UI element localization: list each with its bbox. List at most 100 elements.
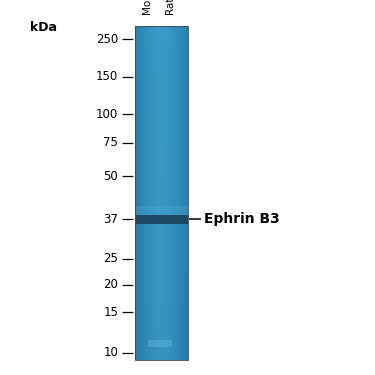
- Text: 100: 100: [96, 108, 118, 121]
- Bar: [135, 165, 188, 171]
- Text: 10: 10: [103, 346, 118, 359]
- Bar: [159, 26, 160, 360]
- Bar: [135, 327, 188, 332]
- Bar: [135, 138, 188, 143]
- Bar: [173, 26, 174, 360]
- Bar: [165, 26, 166, 360]
- Bar: [176, 26, 177, 360]
- Bar: [135, 148, 188, 154]
- Bar: [135, 344, 188, 349]
- Bar: [135, 226, 188, 232]
- Text: 25: 25: [103, 252, 118, 265]
- Bar: [135, 26, 188, 360]
- Bar: [135, 126, 188, 132]
- Bar: [135, 215, 188, 223]
- Bar: [157, 26, 158, 360]
- Bar: [137, 26, 138, 360]
- Bar: [180, 26, 181, 360]
- Bar: [135, 288, 188, 293]
- Bar: [135, 54, 188, 60]
- Bar: [178, 26, 179, 360]
- Bar: [135, 26, 188, 32]
- Bar: [177, 26, 178, 360]
- Bar: [135, 254, 188, 260]
- Bar: [135, 282, 188, 288]
- Bar: [151, 26, 152, 360]
- Bar: [135, 82, 188, 87]
- Text: 15: 15: [103, 306, 118, 318]
- Bar: [160, 26, 161, 360]
- Bar: [135, 321, 188, 327]
- Bar: [135, 299, 188, 304]
- Bar: [175, 26, 176, 360]
- Bar: [181, 26, 182, 360]
- Bar: [184, 26, 185, 360]
- Bar: [135, 182, 188, 188]
- Bar: [135, 65, 188, 71]
- Bar: [135, 349, 188, 354]
- Bar: [135, 354, 188, 360]
- Bar: [186, 26, 187, 360]
- Bar: [135, 193, 188, 199]
- Bar: [135, 315, 188, 321]
- Bar: [135, 38, 188, 43]
- Text: 150: 150: [96, 70, 118, 83]
- Bar: [135, 304, 188, 310]
- Bar: [166, 26, 167, 360]
- Bar: [135, 121, 188, 126]
- Text: Rat Brain: Rat Brain: [166, 0, 176, 15]
- Text: 50: 50: [104, 170, 118, 183]
- Bar: [148, 340, 172, 347]
- Bar: [135, 293, 188, 299]
- Bar: [135, 310, 188, 315]
- Bar: [135, 132, 188, 138]
- Bar: [135, 160, 188, 165]
- Bar: [163, 26, 164, 360]
- Bar: [135, 60, 188, 65]
- Bar: [135, 338, 188, 344]
- Text: 75: 75: [103, 136, 118, 149]
- Bar: [135, 171, 188, 177]
- Text: 20: 20: [103, 279, 118, 291]
- Bar: [154, 26, 155, 360]
- Bar: [161, 26, 162, 360]
- Bar: [141, 26, 142, 360]
- Bar: [149, 26, 150, 360]
- Bar: [153, 26, 154, 360]
- Bar: [174, 26, 175, 360]
- Bar: [140, 26, 141, 360]
- Bar: [135, 332, 188, 338]
- Bar: [135, 238, 188, 243]
- Text: Mouse Brain: Mouse Brain: [143, 0, 153, 15]
- Bar: [148, 26, 149, 360]
- Bar: [135, 199, 188, 204]
- Bar: [135, 188, 188, 193]
- Bar: [135, 110, 188, 115]
- Bar: [135, 232, 188, 238]
- Bar: [135, 26, 188, 360]
- Bar: [168, 26, 169, 360]
- Bar: [135, 71, 188, 76]
- Bar: [135, 48, 188, 54]
- Bar: [135, 115, 188, 121]
- Bar: [142, 26, 143, 360]
- Bar: [135, 104, 188, 110]
- Bar: [135, 206, 188, 215]
- Bar: [135, 26, 136, 360]
- Bar: [155, 26, 156, 360]
- Text: Ephrin B3: Ephrin B3: [204, 212, 280, 226]
- Text: 37: 37: [103, 213, 118, 226]
- Bar: [135, 93, 188, 99]
- Bar: [172, 26, 173, 360]
- Bar: [169, 26, 170, 360]
- Bar: [158, 26, 159, 360]
- Bar: [135, 221, 188, 226]
- Bar: [143, 26, 144, 360]
- Bar: [144, 26, 145, 360]
- Bar: [135, 260, 188, 266]
- Bar: [135, 215, 188, 221]
- Text: 250: 250: [96, 33, 118, 46]
- Bar: [171, 26, 172, 360]
- Bar: [135, 43, 188, 48]
- Bar: [135, 204, 188, 210]
